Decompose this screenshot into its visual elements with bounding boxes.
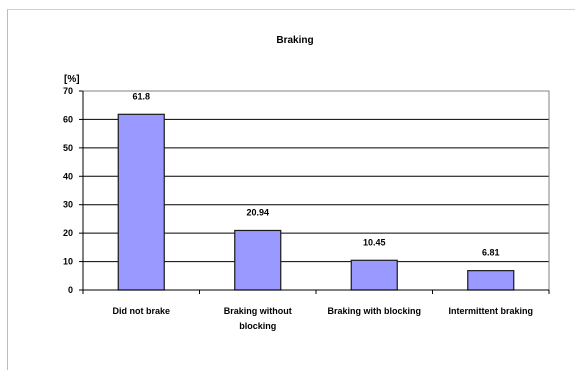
y-tick-label: 40 — [63, 171, 73, 181]
y-tick-label: 50 — [63, 143, 73, 153]
y-tick-label: 10 — [63, 257, 73, 267]
data-label: 61.8 — [132, 91, 150, 101]
x-tick-label: Braking with blocking — [327, 306, 421, 316]
bar — [234, 229, 282, 291]
y-tick-label: 20 — [63, 228, 73, 238]
data-label: 20.94 — [246, 207, 269, 217]
chart-frame — [7, 9, 575, 370]
bar — [117, 113, 165, 291]
y-tick-label: 70 — [63, 86, 73, 96]
y-tick-label: 0 — [68, 285, 73, 295]
y-tick-label: 30 — [63, 200, 73, 210]
data-label: 6.81 — [482, 248, 500, 258]
x-tick-label: blocking — [239, 321, 276, 331]
x-tick-label: Braking without — [224, 306, 292, 316]
bar — [350, 259, 398, 291]
chart-title: Braking — [276, 35, 313, 46]
bar — [467, 270, 515, 291]
x-tick-label: Intermittent braking — [448, 306, 533, 316]
y-tick-label: 60 — [63, 114, 73, 124]
x-tick-label: Did not brake — [112, 306, 170, 316]
y-axis-unit-label: [%] — [64, 74, 80, 85]
data-label: 10.45 — [363, 237, 386, 247]
